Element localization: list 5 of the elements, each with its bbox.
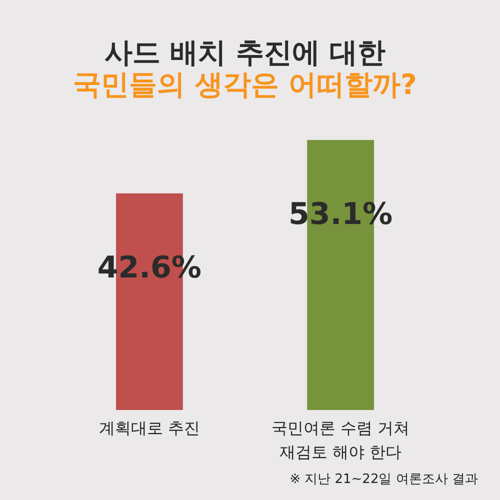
text: ※ 지난 21~22일 여론조사 결과 <box>288 471 478 488</box>
chart-subtitle: 국민들의 생각은 어떠할까? <box>73 68 417 101</box>
x-tick-label: 국민여론 수렴 거쳐 재검토 해야 한다 <box>271 418 410 462</box>
x-tick-label: 계획대로 추진 <box>98 418 200 438</box>
chart-title: 사드 배치 추진에 대한 <box>104 36 386 69</box>
